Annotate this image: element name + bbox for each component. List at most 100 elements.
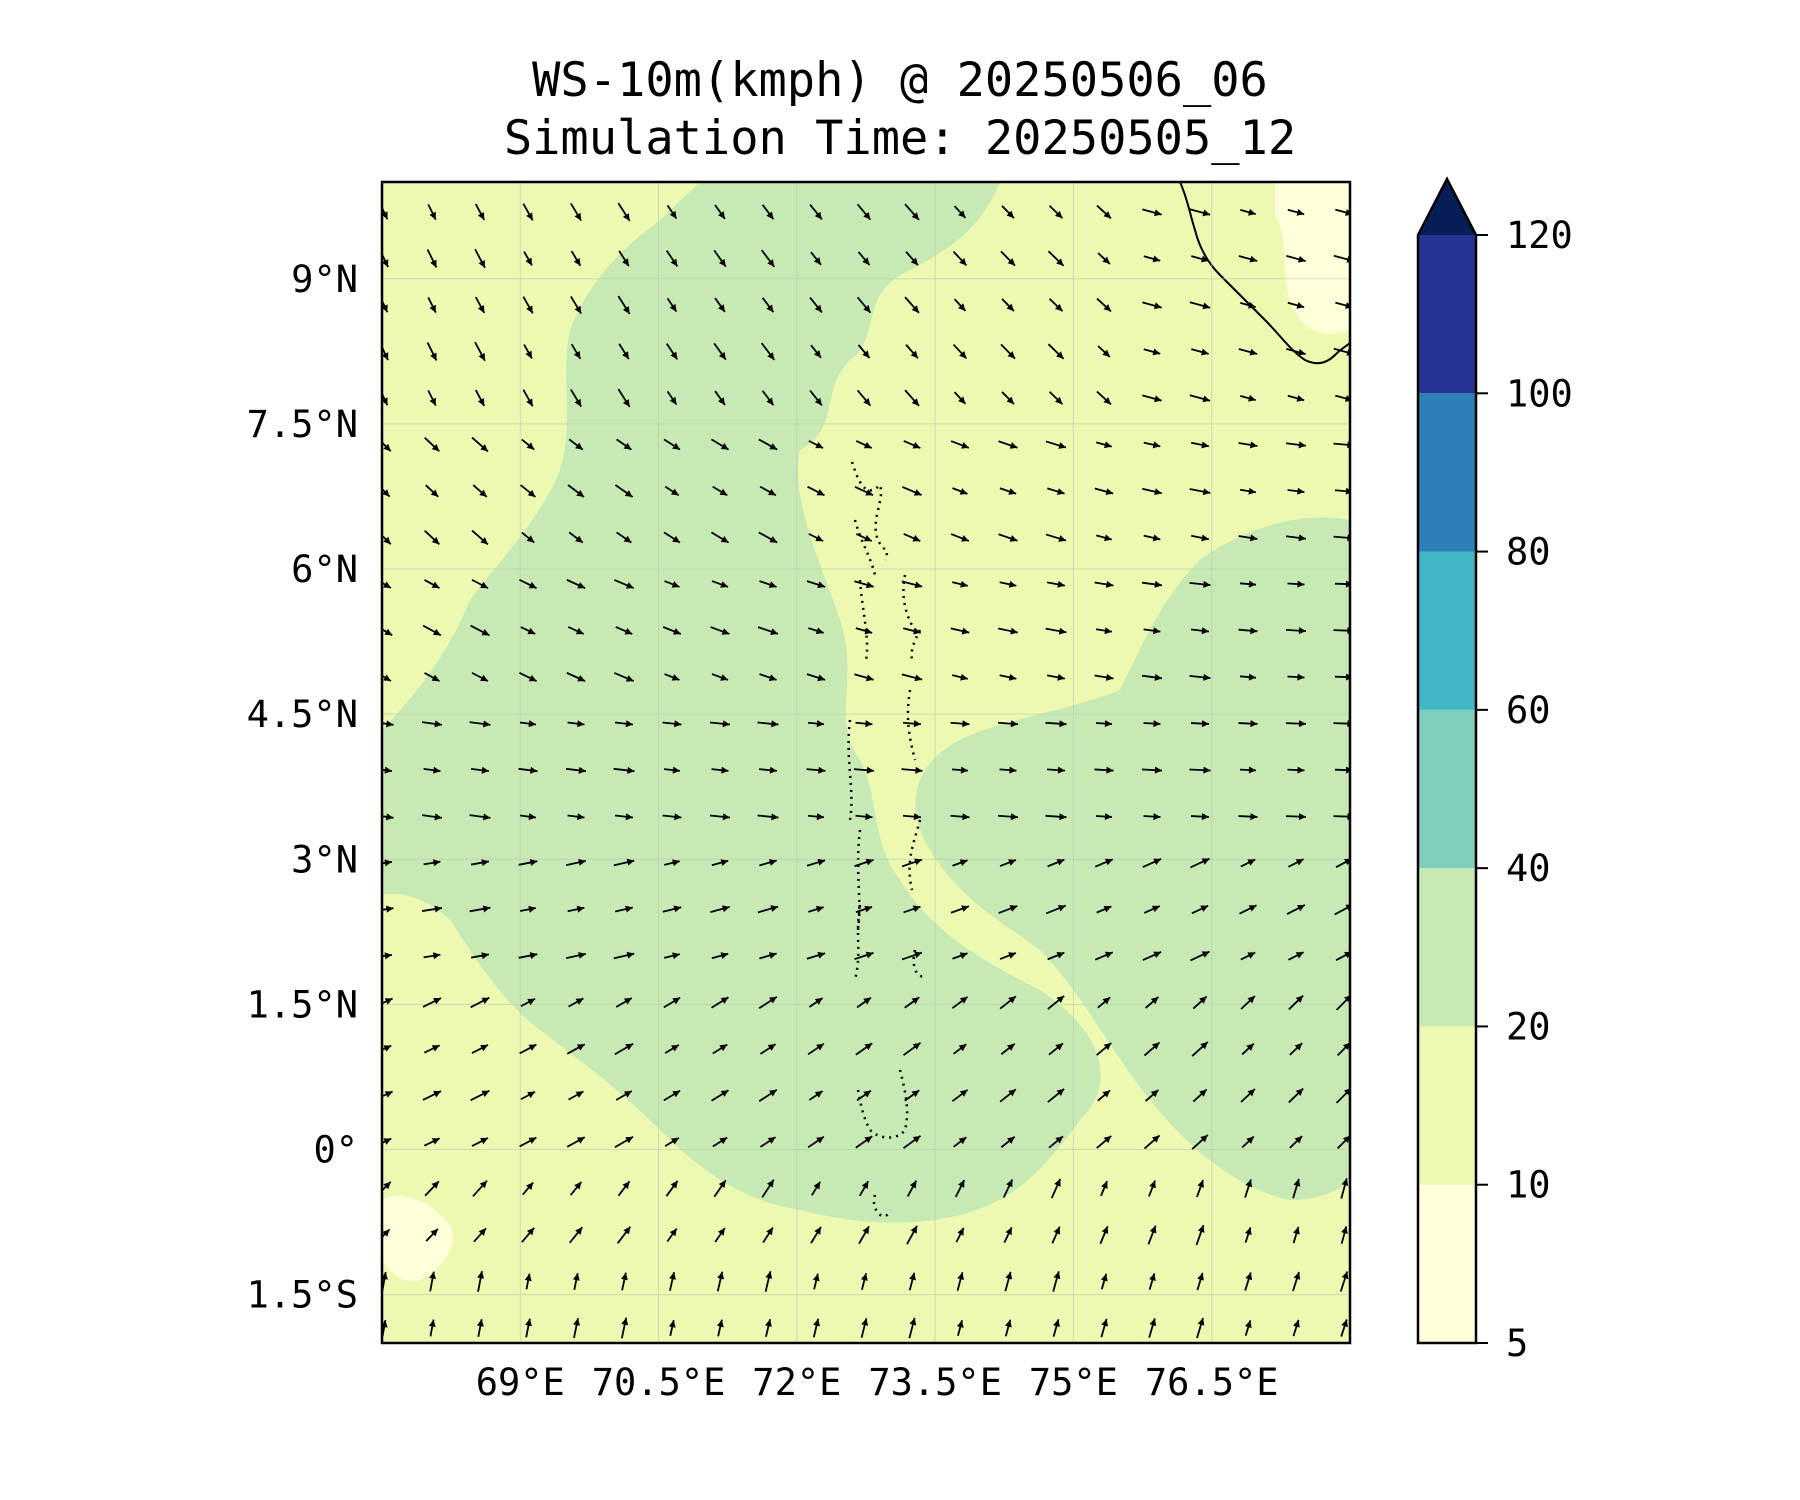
wind-arrow (1190, 720, 1210, 728)
wind-arrow (904, 203, 920, 221)
wind-arrow (711, 766, 729, 774)
wind-arrow (1191, 1134, 1209, 1150)
wind-arrow (759, 1043, 777, 1055)
wind-arrow (761, 204, 775, 220)
wind-arrow (808, 905, 824, 913)
wind-arrow (663, 438, 681, 451)
wind-arrow (903, 905, 921, 914)
wind-arrow (1000, 1136, 1016, 1148)
wind-arrow (856, 996, 872, 1009)
wind-arrow (903, 533, 921, 542)
india-coastline (1179, 182, 1350, 365)
wind-arrow (469, 905, 491, 913)
wind-arrow (904, 1089, 920, 1102)
wind-arrow (758, 531, 778, 544)
wind-arrow (382, 345, 389, 361)
wind-arrow (855, 440, 873, 449)
wind-arrow (615, 905, 633, 913)
wind-arrow (663, 1089, 681, 1102)
wind-arrow (476, 1318, 484, 1338)
wind-arrow (1045, 627, 1067, 635)
wind-arrow (759, 859, 777, 867)
wind-arrow (713, 1179, 727, 1198)
wind-arrow (567, 626, 585, 635)
colorbar-segment (1418, 551, 1476, 710)
wind-arrow (807, 1135, 825, 1149)
wind-arrow (908, 1317, 917, 1339)
wind-arrow (998, 905, 1018, 914)
wind-arrow (762, 1226, 774, 1244)
wind-arrow (382, 720, 394, 728)
wind-arrow (665, 343, 679, 360)
wind-arrow (711, 673, 729, 681)
colorbar-extend-arrow (1418, 179, 1476, 235)
wind-arrow (423, 1044, 441, 1054)
wind-arrow (1143, 1041, 1161, 1057)
wind-arrow (423, 766, 441, 774)
wind-arrow (1143, 627, 1161, 635)
wind-arrow (1190, 813, 1210, 821)
wind-arrow (1100, 1318, 1109, 1338)
wind-arrow (1045, 813, 1067, 821)
wind-arrow (615, 626, 633, 635)
wind-arrow (570, 202, 582, 222)
wind-arrow (566, 858, 586, 866)
wind-arrow (807, 485, 825, 497)
wind-arrow (613, 858, 635, 867)
longitude-tick-label: 76.5°E (1145, 1361, 1279, 1404)
wind-arrow (757, 905, 779, 914)
wind-arrow (1045, 904, 1067, 915)
wind-arrow (1096, 297, 1112, 313)
wind-arrow (1143, 1134, 1161, 1150)
wind-arrow (570, 295, 582, 315)
wind-arrow (616, 531, 632, 544)
wind-arrow (1285, 441, 1307, 449)
wind-arrow (1239, 487, 1257, 495)
wind-arrow (1190, 857, 1210, 869)
wind-arrow (854, 580, 874, 589)
wind-arrow (422, 997, 442, 1008)
wind-arrow (520, 626, 536, 635)
wind-arrow (666, 297, 678, 313)
wind-arrow (1148, 1180, 1156, 1197)
wind-arrow (807, 1042, 825, 1056)
wind-arrow (668, 1319, 676, 1337)
wind-arrow (471, 1044, 489, 1054)
wind-arrow (471, 529, 489, 546)
wind-arrow (1048, 391, 1064, 405)
wind-arrow (519, 720, 537, 728)
wind-arrow (1045, 720, 1067, 728)
wind-arrow (1143, 534, 1161, 542)
wind-arrow (1191, 348, 1209, 356)
wind-arrow (1004, 1271, 1013, 1292)
wind-arrow (856, 203, 872, 221)
wind-arrow (857, 344, 871, 359)
wind-arrow (524, 1273, 532, 1290)
wind-arrow (613, 672, 635, 682)
wind-arrow (519, 905, 537, 913)
wind-arrow (1239, 766, 1257, 774)
wind-arrow (1239, 904, 1257, 915)
wind-arrow (1288, 951, 1304, 961)
latitude-tick-label: 3°N (291, 838, 358, 881)
wind-arrow (1238, 627, 1258, 635)
wind-arrow (566, 1136, 586, 1148)
wind-arrow (426, 249, 438, 268)
wind-speed-5-10-patch-sw (382, 1196, 453, 1281)
wind-arrow (951, 1089, 969, 1102)
wind-arrow (1190, 950, 1210, 962)
wind-arrow (1046, 673, 1066, 681)
wind-arrow (1240, 1088, 1256, 1103)
wind-arrow (618, 250, 630, 267)
wind-arrow (470, 996, 490, 1009)
wind-arrow (474, 341, 486, 362)
wind-arrow (1288, 994, 1304, 1011)
wind-arrow (518, 859, 538, 866)
wind-speed-5-10-patch-ne (1275, 182, 1350, 334)
colorbar-tick-label: 40 (1506, 847, 1551, 890)
wind-arrow (1096, 1042, 1112, 1056)
wind-arrow (806, 673, 826, 682)
wind-arrow (1047, 487, 1065, 495)
wind-arrow (1095, 813, 1113, 821)
wind-arrow (711, 996, 729, 1009)
